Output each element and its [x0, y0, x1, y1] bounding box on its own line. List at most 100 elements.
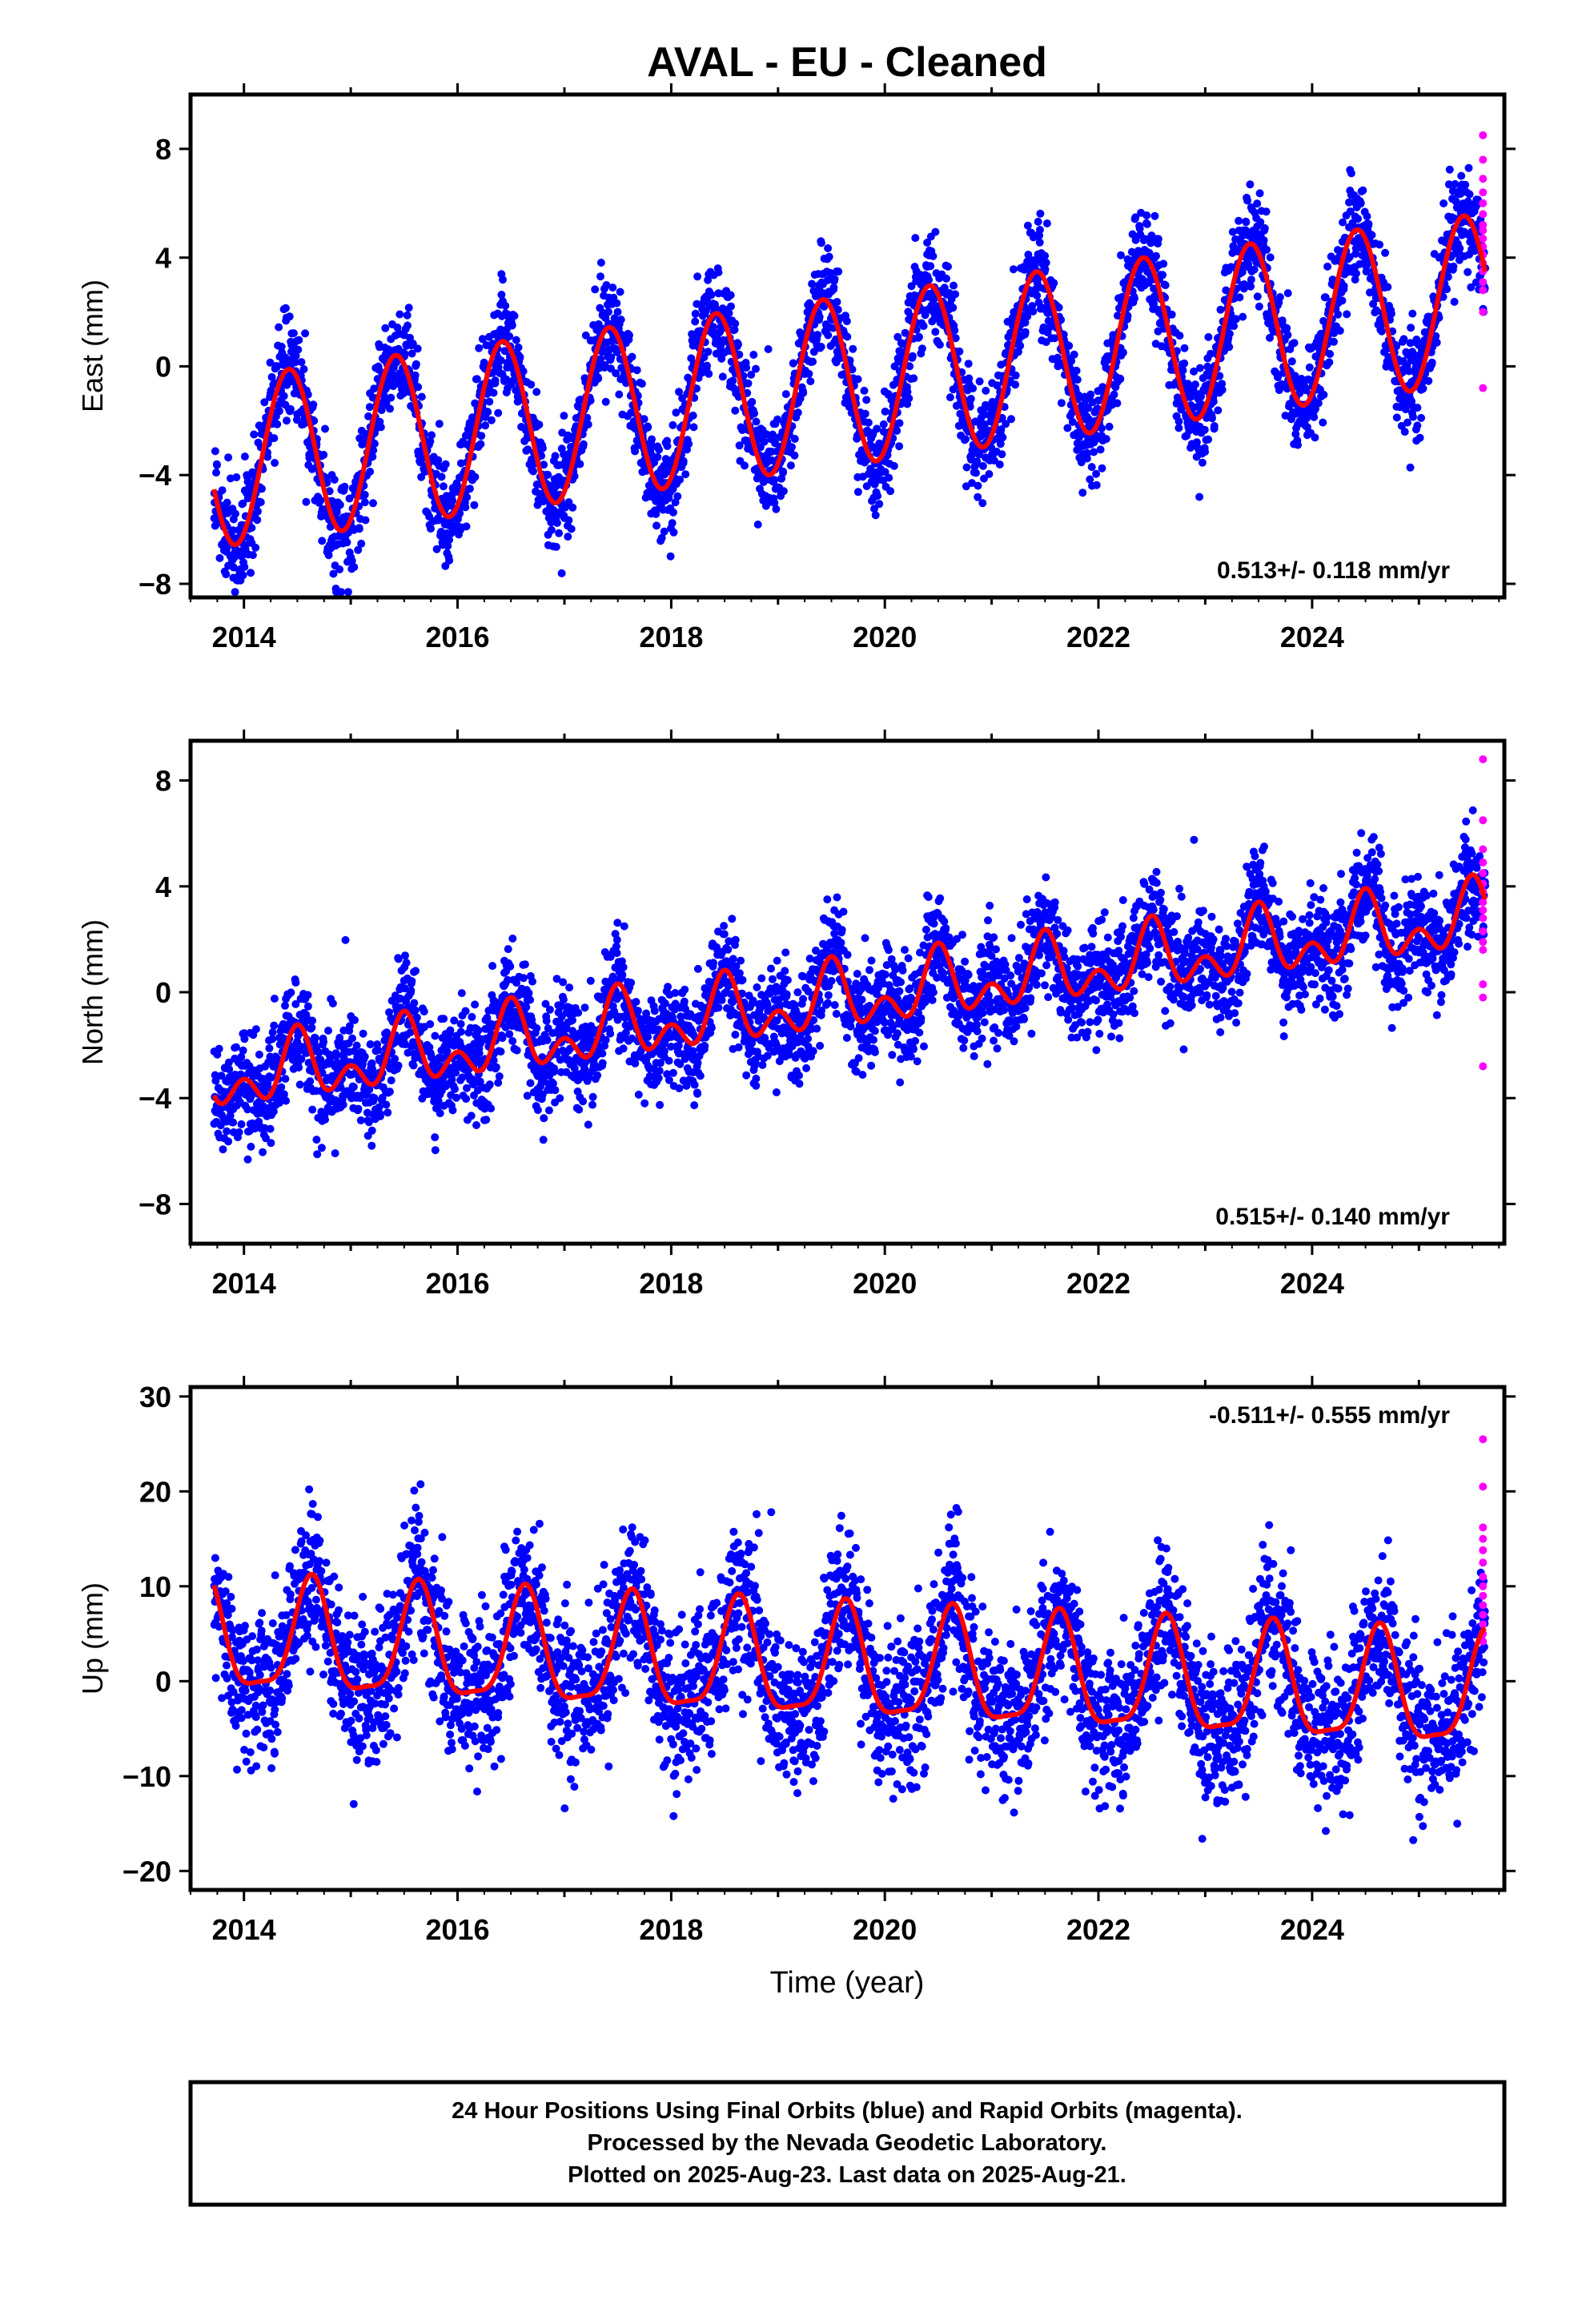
east-final-point [239, 499, 247, 508]
east-final-point [427, 525, 435, 533]
east-final-point [1290, 339, 1299, 348]
east-final-point [499, 275, 507, 284]
east-final-point [691, 317, 700, 326]
north-final-point [270, 995, 279, 1003]
east-final-point [615, 390, 624, 399]
east-final-point [445, 556, 454, 565]
east-final-point [1439, 199, 1448, 207]
east-final-point [1427, 358, 1436, 367]
east-final-point [849, 344, 857, 353]
east-final-point [693, 272, 702, 281]
east-final-point [966, 395, 975, 403]
east-final-point [718, 372, 727, 381]
east-final-point [1210, 422, 1219, 430]
east-final-point [975, 377, 984, 386]
east-final-point [1419, 384, 1427, 393]
east-final-point [853, 375, 862, 384]
north-final-point [303, 991, 312, 999]
east-final-point [875, 500, 884, 509]
east-final-point [917, 344, 926, 353]
east-final-point [286, 404, 295, 413]
north-final-point [412, 967, 420, 975]
east-final-point [330, 476, 339, 484]
east-final-point [481, 421, 490, 430]
east-final-point [1352, 269, 1360, 278]
east-final-point [1461, 180, 1470, 189]
east-final-point [1218, 385, 1227, 394]
north-final-point [317, 1144, 326, 1152]
east-final-point [535, 420, 544, 429]
east-final-point [591, 285, 600, 294]
east-final-point [1035, 226, 1044, 234]
east-final-point [218, 486, 227, 495]
east-final-point [414, 383, 423, 392]
east-final-point [417, 392, 426, 401]
east-final-point [1180, 344, 1189, 352]
east-final-point [403, 311, 412, 320]
east-final-point [294, 345, 303, 354]
east-final-point [942, 274, 950, 283]
east-final-point [962, 463, 971, 472]
east-final-point [786, 461, 795, 470]
east-final-point [411, 371, 420, 380]
east-final-point [750, 409, 758, 418]
east-final-point [299, 365, 308, 373]
east-final-point [748, 397, 757, 406]
north-final-point [519, 974, 528, 983]
north-final-point [354, 1104, 363, 1113]
east-final-point [240, 452, 249, 461]
north-final-point [319, 1038, 328, 1046]
north-final-point [219, 1145, 227, 1154]
east-final-point [1465, 190, 1474, 199]
east-final-point [413, 344, 422, 353]
east-final-point [215, 553, 224, 562]
east-x-tick-label: 2022 [1066, 621, 1130, 653]
east-final-point [1130, 294, 1138, 303]
east-rapid-point [1479, 199, 1488, 207]
north-final-point [462, 1095, 471, 1104]
east-final-point [1335, 327, 1344, 335]
east-final-point [1409, 412, 1417, 421]
east-final-point [324, 551, 333, 560]
east-final-point [1244, 259, 1253, 268]
east-final-point [361, 516, 370, 525]
north-final-point [431, 1146, 440, 1155]
east-y-tick-label: 4 [155, 242, 171, 275]
east-final-point [258, 485, 266, 493]
north-final-point [394, 1061, 403, 1070]
north-final-point [352, 1041, 361, 1050]
north-final-point [259, 1148, 267, 1156]
north-final-point [411, 1006, 420, 1015]
east-final-point [510, 312, 519, 320]
east-final-point [1242, 218, 1251, 227]
north-final-point [247, 1142, 255, 1151]
east-final-point [277, 342, 286, 351]
east-final-point [253, 516, 262, 525]
east-final-point [779, 487, 788, 496]
east-final-point [731, 406, 740, 415]
east-final-point [909, 374, 918, 383]
east-final-point [489, 388, 498, 397]
east-final-point [1042, 259, 1050, 267]
east-final-point [435, 420, 444, 428]
east-final-point [1011, 380, 1020, 389]
east-final-point [1400, 428, 1409, 436]
north-final-point [307, 1023, 316, 1032]
north-final-point [487, 1104, 496, 1113]
north-final-point [360, 1052, 369, 1061]
east-final-point [1323, 262, 1332, 271]
east-final-point [1407, 324, 1415, 332]
east-final-point [1154, 235, 1162, 243]
north-final-point [456, 1027, 465, 1036]
east-final-point [1339, 282, 1348, 291]
east-final-point [335, 501, 344, 509]
east-final-point [448, 497, 457, 505]
east-final-point [1235, 216, 1243, 225]
east-final-point [824, 331, 833, 340]
east-final-point [1377, 327, 1386, 336]
north-final-point [407, 986, 416, 995]
east-final-point [964, 360, 973, 368]
chart-title: AVAL - EU - Cleaned [647, 39, 1047, 86]
east-final-point [946, 393, 954, 402]
